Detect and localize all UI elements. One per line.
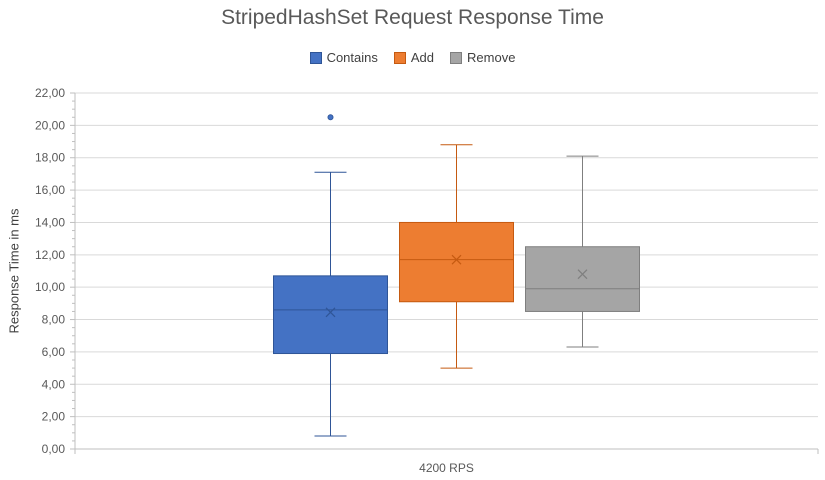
legend-item-contains: Contains [309,50,378,65]
y-tick-label: 14,00 [35,215,65,229]
y-tick-label: 10,00 [35,280,65,294]
legend-item-add: Add [393,50,435,65]
mean-marker [325,307,336,318]
y-tick-label: 16,00 [35,183,65,197]
box-add [399,221,514,303]
y-tick-label: 22,00 [35,86,65,100]
y-tick-label: 20,00 [35,118,65,132]
y-tick-label: 8,00 [42,313,66,327]
legend-label: Remove [467,50,516,65]
legend-swatch [393,51,406,64]
legend-swatch [309,51,322,64]
y-tick-label: 0,00 [42,442,66,456]
y-axis-label: Response Time in ms [6,208,22,334]
outlier-point [327,114,334,121]
chart-title: StripedHashSet Request Response Time [221,6,604,29]
mean-marker [577,269,588,280]
y-tick-label: 4,00 [42,377,66,391]
legend-label: Add [410,50,435,65]
legend-swatch [450,51,463,64]
y-tick-label: 12,00 [35,248,65,262]
box-remove [525,246,640,312]
legend-item-remove: Remove [450,50,515,65]
box-contains [273,275,388,355]
x-tick-label: 4200 RPS [419,461,474,475]
legend-label: Contains [326,50,378,65]
legend: Contains Add Remove [0,50,825,65]
y-tick-label: 18,00 [35,151,65,165]
y-tick-label: 2,00 [42,410,66,424]
mean-marker [451,254,462,265]
y-tick-label: 6,00 [42,345,66,359]
